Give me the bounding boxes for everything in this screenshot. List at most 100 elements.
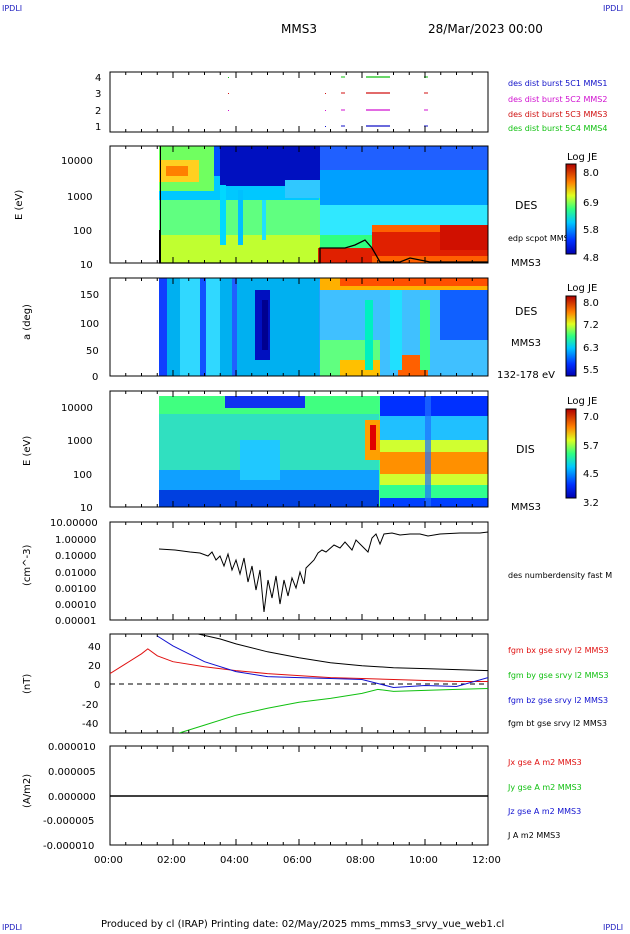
des-yticks: 10000 1000 100 10 xyxy=(61,156,93,271)
xtick-label: 12:00 xyxy=(472,855,501,866)
des-colorbar xyxy=(565,163,577,255)
pad-ytick: 100 xyxy=(80,319,99,330)
cbar3-title: Log JE xyxy=(567,396,598,407)
burst-ytick: 3 xyxy=(95,89,101,100)
density-ytick: 0.00100 xyxy=(55,584,96,595)
dis-ytick: 10 xyxy=(80,503,93,514)
density-ytick: 0.00010 xyxy=(55,600,96,611)
pad-cbar-ticks: 8.0 7.2 6.3 5.5 xyxy=(583,298,599,376)
by-label: fgm by gse srvy l2 MMS3 xyxy=(508,671,609,680)
by-trace xyxy=(179,688,488,733)
bz-trace xyxy=(157,635,488,689)
burst-yticks: 4 3 2 1 xyxy=(95,73,101,133)
density-label: des numberdensity fast M xyxy=(508,571,613,580)
des-ytick: 1000 xyxy=(67,192,92,203)
bfield-ytick: 40 xyxy=(88,642,101,653)
footer-text: Produced by cl (IRAP) Printing date: 02/… xyxy=(101,919,505,930)
burst-panel-frame xyxy=(109,71,489,133)
xtick-label: 00:00 xyxy=(94,855,123,866)
burst-mark xyxy=(325,93,326,94)
pad-ytick: 0 xyxy=(92,372,98,383)
burst-mark xyxy=(228,110,229,111)
xtick-label: 04:00 xyxy=(220,855,249,866)
bfield-series xyxy=(110,634,488,733)
bfield-ytick: 0 xyxy=(94,680,100,691)
bfield-ytick: 20 xyxy=(88,661,101,672)
dis-spectrogram xyxy=(159,396,488,507)
dis-ytick: 10000 xyxy=(61,403,93,414)
pad-spectrogram xyxy=(159,278,488,376)
pad-colorbar xyxy=(565,295,577,377)
density-panel-frame xyxy=(109,521,489,621)
density-ytick: 0.01000 xyxy=(55,568,96,579)
des-cbar-tick: 8.0 xyxy=(583,168,599,179)
date-title: 28/Mar/2023 00:00 xyxy=(428,22,543,36)
pad-cbar-tick: 6.3 xyxy=(583,343,599,354)
pad-cbar-tick: 5.5 xyxy=(583,365,599,376)
dis-ytick: 100 xyxy=(73,470,92,481)
density-ylabel: (cm^-3) xyxy=(22,545,33,586)
current-ytick: -0.000010 xyxy=(43,841,94,852)
density-yticks: 10.00000 1.00000 0.10000 0.01000 0.00100… xyxy=(50,518,98,627)
bfield-yticks: 40 20 0 -20 -40 xyxy=(82,642,101,730)
pad-des-label: DES xyxy=(515,305,538,318)
cbar2-title: Log JE xyxy=(567,283,598,294)
dis-sc-label: MMS3 xyxy=(511,502,541,513)
des-cbar-tick: 5.8 xyxy=(583,225,599,236)
pad-ytick: 150 xyxy=(80,290,99,301)
x-axis-ticks: 00:00 02:00 04:00 06:00 08:00 10:00 12:0… xyxy=(94,855,501,866)
dis-label: DIS xyxy=(516,443,535,456)
pad-yticks: 150 100 50 0 xyxy=(80,290,99,383)
bt-trace xyxy=(198,634,488,672)
bt-label: fgm bt gse srvy l2 MMS3 xyxy=(508,719,607,728)
current-ylabel: (A/m2) xyxy=(22,774,33,808)
pad-ytick: 50 xyxy=(86,346,99,357)
bfield-ytick: -20 xyxy=(82,700,98,711)
des-ylabel: E (eV) xyxy=(14,190,25,220)
cbar1-title: Log JE xyxy=(567,152,598,163)
burst-mark xyxy=(228,77,229,78)
burst-mark xyxy=(228,93,229,94)
des-cbar-tick: 4.8 xyxy=(583,253,599,264)
burst-ytick: 1 xyxy=(95,122,101,133)
current-ytick: 0.000010 xyxy=(48,742,96,753)
density-trace xyxy=(158,531,489,613)
xtick-label: 06:00 xyxy=(283,855,312,866)
current-ytick: 0.000005 xyxy=(48,767,96,778)
burst-label-3: des dist burst 5C3 MMS3 xyxy=(508,110,608,119)
pad-range-label: 132-178 eV xyxy=(497,370,555,381)
j-label: J A m2 MMS3 xyxy=(508,831,561,840)
dis-cbar-ticks: 7.0 5.7 4.5 3.2 xyxy=(583,412,599,509)
des-ytick: 10 xyxy=(80,260,93,271)
burst-mark xyxy=(325,110,326,111)
burst-ytick: 2 xyxy=(95,106,101,117)
dis-cbar-tick: 5.7 xyxy=(583,441,599,452)
bx-trace xyxy=(110,648,488,682)
burst-label-2: des dist burst 5C2 MMS2 xyxy=(508,95,608,104)
dis-cbar-tick: 3.2 xyxy=(583,498,599,509)
des-ytick: 10000 xyxy=(61,156,93,167)
jy-label: Jy gse A m2 MMS3 xyxy=(508,783,582,792)
current-ytick: 0.000000 xyxy=(48,792,96,803)
burst-mark xyxy=(325,126,326,127)
pad-sc-label: MMS3 xyxy=(511,338,541,349)
density-ytick: 1.00000 xyxy=(55,535,96,546)
pad-ylabel: a (deg) xyxy=(22,304,33,340)
xtick-label: 02:00 xyxy=(157,855,186,866)
jz-label: Jz gse A m2 MMS3 xyxy=(508,807,582,816)
dis-colorbar xyxy=(565,408,577,499)
xtick-label: 10:00 xyxy=(409,855,438,866)
bz-label: fgm bz gse srvy l2 MMS3 xyxy=(508,696,609,705)
des-ytick: 100 xyxy=(73,226,92,237)
scpot-label: edp scpot MMS3 xyxy=(508,234,574,243)
des-label: DES xyxy=(515,199,538,212)
density-ytick: 10.00000 xyxy=(50,518,98,529)
des-sc-label: MMS3 xyxy=(511,258,541,269)
bfield-ylabel: (nT) xyxy=(22,674,33,694)
dis-yticks: 10000 1000 100 10 xyxy=(61,403,93,514)
corner-label-bottom-right: IPDLI xyxy=(603,923,624,932)
burst-marks xyxy=(228,76,428,127)
corner-label-bottom-left: IPDLI xyxy=(2,923,23,932)
